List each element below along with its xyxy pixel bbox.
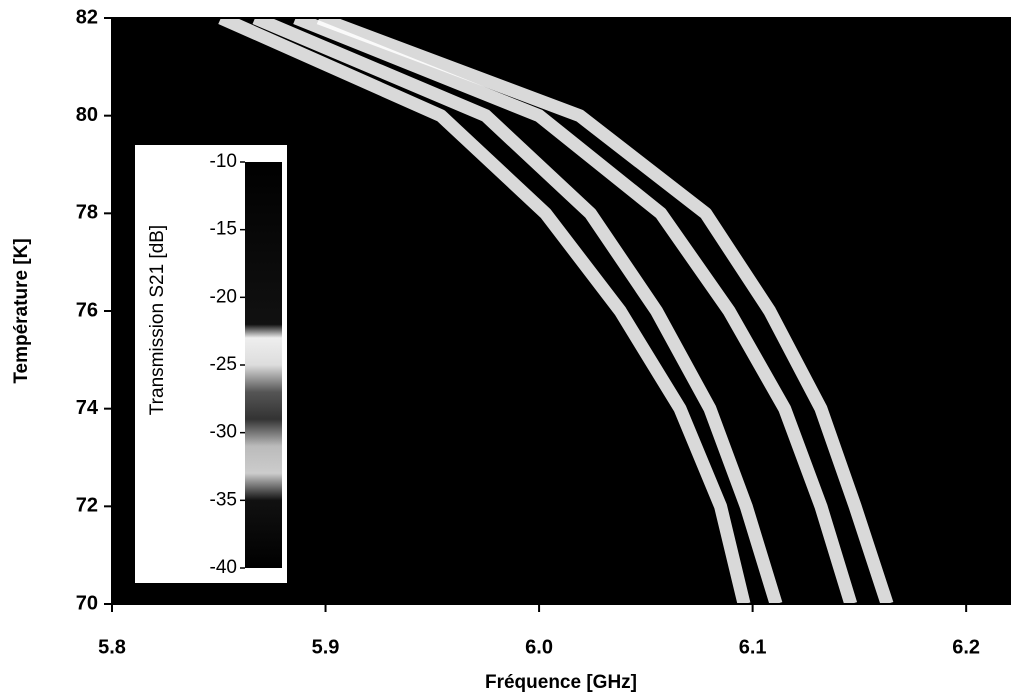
colorbar-tick-label: -40: [210, 557, 237, 578]
colorbar-tick-label: -35: [210, 489, 237, 510]
y-tick-label: 70: [76, 592, 98, 614]
x-tick-label: 6.0: [525, 636, 553, 658]
colorbar-tick-label: -25: [210, 354, 237, 375]
y-tick-label: 76: [76, 299, 98, 321]
colorbar: [245, 162, 282, 568]
x-tick-label: 6.1: [739, 636, 767, 658]
resonance-curve: [218, 12, 751, 606]
colorbar-tick-label: -20: [210, 286, 237, 307]
x-tick-label: 5.8: [98, 636, 126, 658]
resonance-curve: [252, 12, 783, 606]
y-axis-label: Température [K]: [11, 238, 32, 383]
y-tick-label: 74: [76, 397, 99, 419]
colorbar-tick-label: -10: [210, 151, 237, 172]
x-tick-label: 6.2: [952, 636, 980, 658]
y-tick-label: 78: [76, 202, 98, 224]
x-tick-label: 5.9: [312, 636, 340, 658]
resonance-curve: [316, 11, 894, 607]
colorbar-tick-label: -30: [210, 422, 237, 443]
colorbar-label: Transmission S21 [dB]: [147, 225, 168, 415]
y-tick-label: 80: [76, 104, 98, 126]
y-tick-label: 82: [76, 6, 98, 28]
y-tick-label: 72: [76, 495, 98, 517]
resonance-curve: [293, 11, 858, 606]
x-axis-label: Fréquence [GHz]: [485, 672, 637, 693]
colorbar-tick-label: -15: [210, 219, 237, 240]
